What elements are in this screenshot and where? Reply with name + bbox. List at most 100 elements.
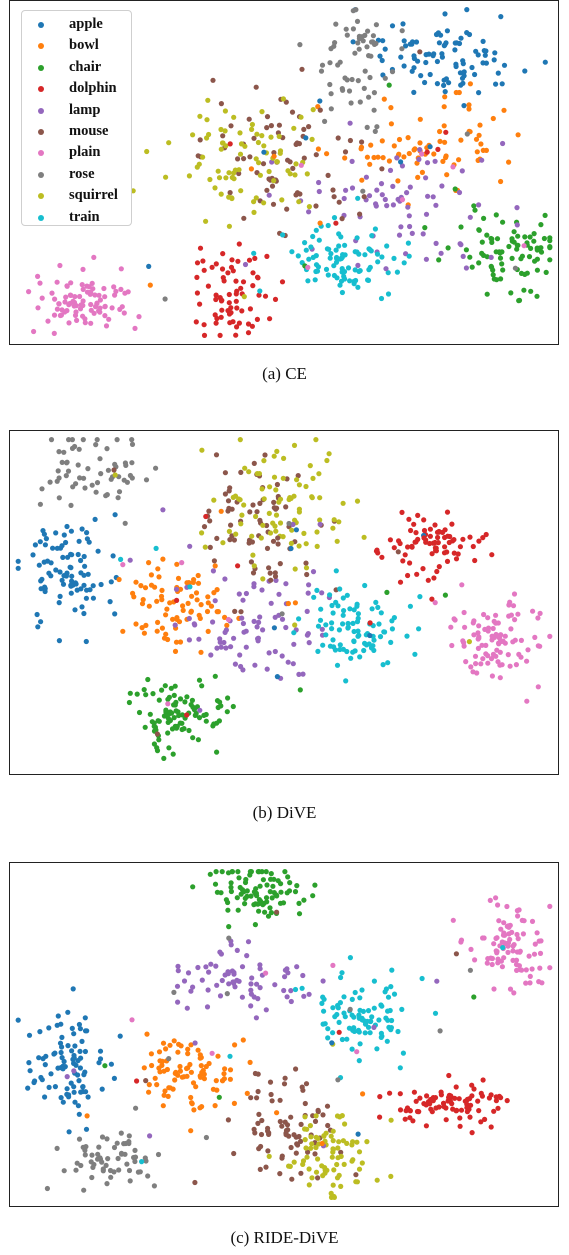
point-plain	[51, 312, 58, 318]
point-bowl	[437, 128, 443, 135]
point-lamp	[196, 636, 202, 642]
point-lamp	[186, 615, 192, 622]
point-chair	[481, 215, 487, 221]
point-plain	[478, 661, 484, 667]
point-mouse	[295, 1142, 301, 1148]
point-rose	[80, 437, 86, 443]
point-squirrel	[218, 126, 224, 133]
point-train	[329, 626, 335, 632]
point-dolphin	[213, 320, 219, 326]
point-squirrel	[273, 528, 279, 534]
point-lamp	[266, 650, 272, 656]
point-train	[338, 974, 344, 981]
point-lamp	[409, 230, 415, 236]
point-train	[318, 606, 324, 612]
point-chair	[285, 874, 291, 880]
point-bowl	[443, 153, 449, 159]
point-lamp	[192, 622, 198, 628]
point-dolphin	[429, 551, 435, 557]
point-mouse	[251, 135, 257, 141]
point-train	[340, 621, 346, 627]
point-train	[372, 226, 378, 232]
point-chair	[166, 694, 172, 700]
point-train	[337, 256, 343, 262]
point-lamp	[394, 155, 400, 161]
point-mouse	[266, 565, 272, 571]
point-mouse	[260, 161, 267, 167]
point-mouse	[303, 560, 309, 566]
point-apple	[400, 21, 406, 27]
point-lamp	[398, 224, 404, 230]
point-chair	[538, 249, 545, 255]
point-mouse	[222, 491, 228, 497]
point-lamp	[213, 963, 219, 969]
point-rose	[64, 459, 70, 465]
point-dolphin	[233, 332, 239, 338]
point-bowl	[159, 625, 165, 631]
point-train	[369, 233, 375, 239]
point-chair	[287, 880, 293, 886]
point-dolphin	[402, 1116, 408, 1122]
point-bowl	[212, 563, 218, 569]
point-train	[351, 638, 357, 644]
legend-label-mouse: mouse	[69, 122, 109, 139]
point-lamp	[432, 158, 438, 164]
point-lamp	[301, 993, 307, 999]
point-mouse	[268, 123, 274, 129]
point-bowl	[146, 1089, 152, 1095]
point-squirrel	[292, 172, 298, 178]
point-rose	[226, 935, 232, 941]
point-dolphin	[467, 1114, 473, 1120]
point-apple	[439, 51, 445, 57]
point-squirrel	[315, 1156, 321, 1162]
point-rose	[364, 124, 370, 130]
point-train	[352, 989, 358, 996]
point-apple	[355, 1131, 361, 1137]
point-plain	[512, 617, 518, 623]
point-mouse	[284, 1122, 291, 1128]
point-apple	[288, 545, 294, 552]
point-apple	[443, 76, 449, 82]
point-bowl	[498, 178, 504, 185]
point-apple	[26, 1032, 33, 1038]
point-rose	[56, 475, 62, 481]
point-apple	[46, 1084, 52, 1090]
point-bowl	[144, 1031, 150, 1037]
point-bowl	[360, 1091, 366, 1097]
point-dolphin	[396, 538, 402, 544]
point-squirrel	[285, 168, 291, 174]
point-plain	[103, 323, 110, 329]
point-apple	[60, 1099, 66, 1105]
point-chair	[522, 234, 528, 240]
point-mouse	[254, 509, 260, 515]
point-plain	[474, 670, 480, 676]
point-plain	[493, 948, 499, 954]
point-chair	[224, 709, 230, 715]
point-train	[351, 607, 357, 613]
point-dolphin	[403, 1108, 409, 1114]
point-train	[291, 630, 297, 636]
point-rose	[467, 967, 473, 973]
point-apple	[77, 1026, 83, 1032]
point-plain	[26, 289, 32, 295]
point-dolphin	[446, 1072, 452, 1079]
point-lamp	[423, 211, 430, 217]
point-squirrel	[270, 520, 276, 526]
point-train	[377, 634, 384, 640]
point-squirrel	[205, 97, 211, 103]
point-train	[385, 660, 391, 666]
point-bowl	[431, 151, 437, 157]
point-mouse	[347, 137, 353, 144]
point-apple	[41, 531, 47, 537]
point-bowl	[456, 89, 462, 96]
point-plain	[49, 290, 55, 296]
point-mouse	[339, 216, 345, 222]
point-rose	[464, 131, 470, 137]
point-train	[316, 237, 322, 243]
point-squirrel	[335, 1145, 341, 1151]
point-lamp	[266, 192, 272, 198]
point-rose	[98, 471, 104, 477]
point-rose	[364, 44, 370, 50]
point-mouse	[298, 1121, 304, 1127]
point-dolphin	[235, 563, 241, 569]
